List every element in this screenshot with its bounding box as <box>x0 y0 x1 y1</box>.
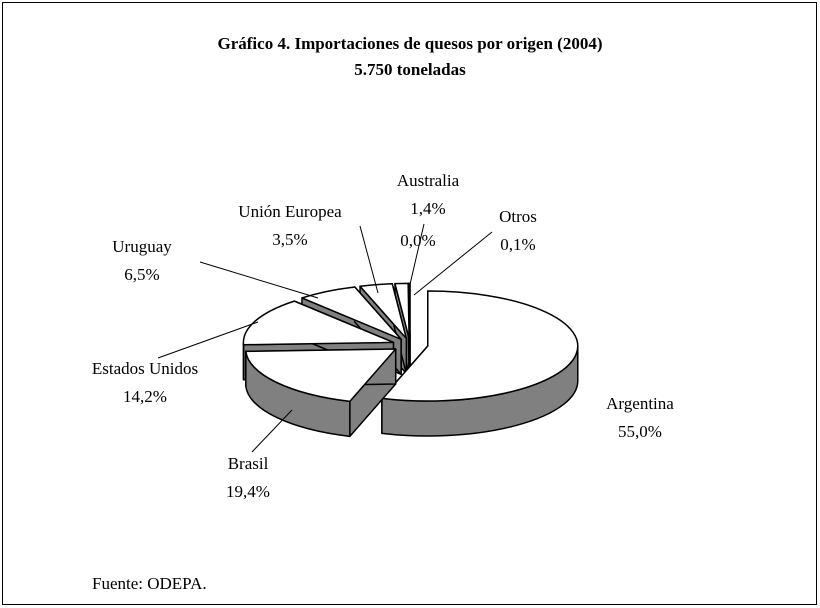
slice-label: Australia <box>397 171 460 190</box>
leader-line <box>413 231 493 296</box>
slice-label: Uruguay <box>112 237 172 256</box>
slice-label: Estados Unidos <box>92 359 198 378</box>
value-label: 0,1% <box>500 235 535 254</box>
leader-line <box>407 223 425 294</box>
value-label: 1,4% <box>410 199 445 218</box>
leader-line <box>359 225 379 294</box>
value-label: 3,5% <box>272 230 307 249</box>
chart-subtitle: 5.750 toneladas <box>354 60 466 79</box>
value-label: 55,0% <box>618 422 662 441</box>
chart-title: Gráfico 4. Importaciones de quesos por o… <box>218 34 603 53</box>
value-label: 14,2% <box>123 387 167 406</box>
slice <box>245 348 397 438</box>
value-label: 19,4% <box>226 482 270 501</box>
leader-line <box>251 409 293 453</box>
slice-label: Unión Europea <box>238 202 342 221</box>
slice-top <box>381 290 579 402</box>
slice <box>381 290 579 437</box>
slice-top <box>408 282 411 340</box>
slice-label: Brasil <box>228 454 269 473</box>
slice-label: Argentina <box>606 394 674 413</box>
leader-line <box>199 261 319 299</box>
slice-label: Otros <box>499 207 537 226</box>
slice-top <box>245 348 397 403</box>
value-label: 6,5% <box>124 265 159 284</box>
slice-top <box>394 282 410 340</box>
value-label: 0,0% <box>400 231 435 250</box>
leader-line <box>157 321 259 359</box>
slice-top <box>242 300 395 346</box>
source-note: Fuente: ODEPA. <box>92 574 207 593</box>
slice-top <box>301 286 402 341</box>
